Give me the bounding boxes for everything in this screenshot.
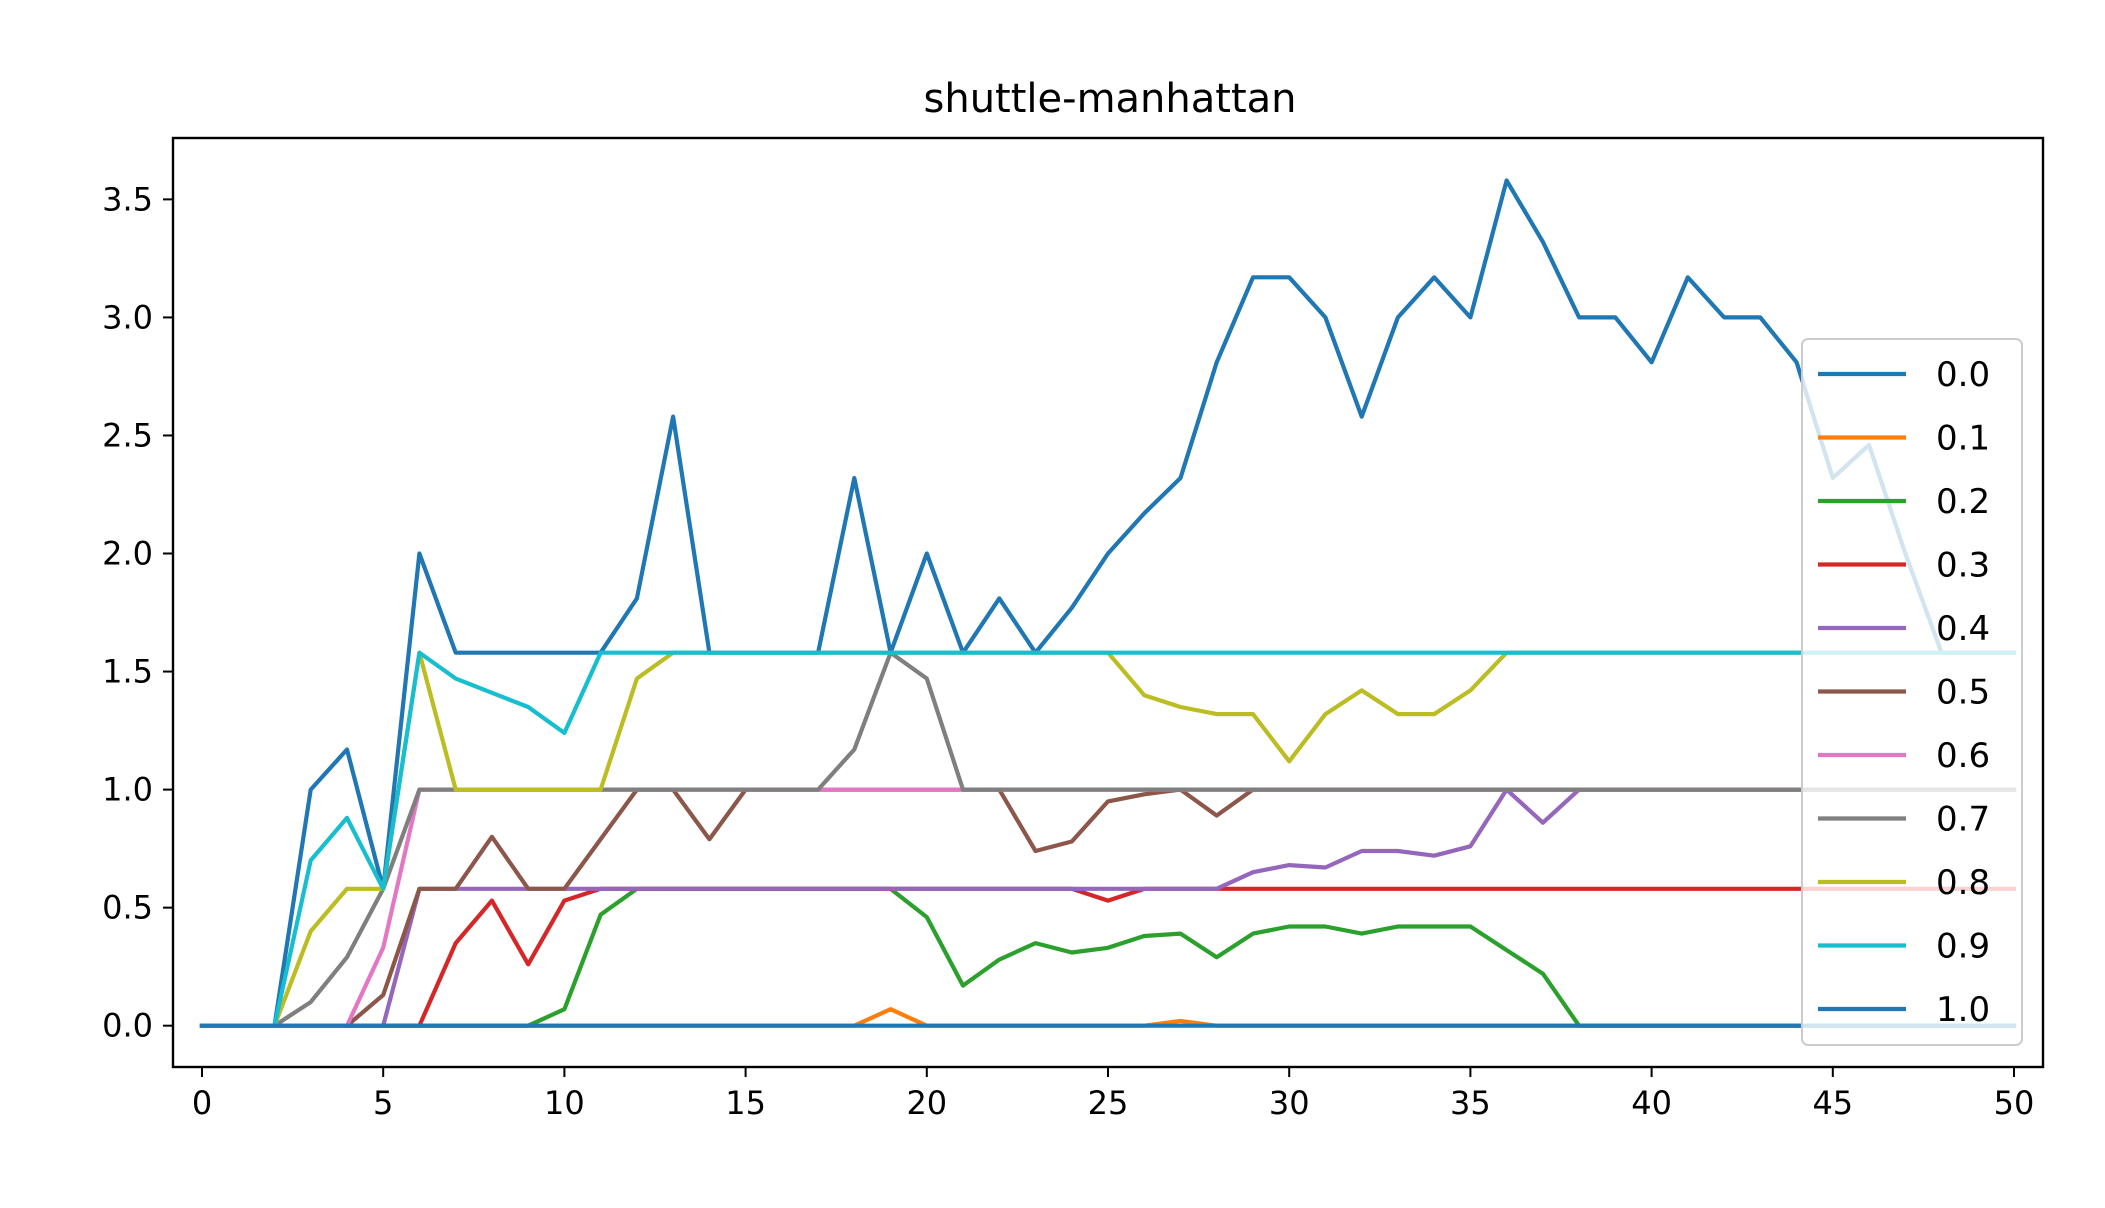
legend-label: 0.9 bbox=[1936, 927, 1990, 967]
legend: 0.0 0.1 0.2 0.3 0.4 0.5 0.6 0.7 0.8 0.9 1.0 bbox=[1801, 338, 2023, 1046]
x-tick-label: 0 bbox=[192, 1084, 212, 1122]
y-tick-label: 2.0 bbox=[102, 535, 153, 573]
series-line-0.9 bbox=[199, 650, 2017, 1028]
x-tick-label: 15 bbox=[725, 1084, 766, 1122]
series-layer bbox=[199, 178, 2017, 1028]
chart-title: shuttle-manhattan bbox=[924, 76, 1297, 122]
y-tick-label: 1.5 bbox=[102, 653, 153, 691]
legend-label: 0.0 bbox=[1936, 355, 1990, 395]
y-tick-label: 2.5 bbox=[102, 416, 153, 454]
legend-label: 1.0 bbox=[1936, 990, 1990, 1030]
y-tick-label: 3.0 bbox=[102, 298, 153, 336]
x-tick-label: 40 bbox=[1631, 1084, 1672, 1122]
x-tick-label: 25 bbox=[1088, 1084, 1129, 1122]
legend-label: 0.4 bbox=[1936, 609, 1990, 649]
x-tick-label: 10 bbox=[544, 1084, 585, 1122]
legend-label: 0.8 bbox=[1936, 863, 1990, 903]
y-tick-label: 3.5 bbox=[102, 180, 153, 218]
legend-label: 0.3 bbox=[1936, 546, 1990, 586]
legend-label: 0.1 bbox=[1936, 419, 1990, 459]
x-tick-label: 20 bbox=[906, 1084, 947, 1122]
y-axis: 0.0 0.5 1.0 1.5 2.0 2.5 3.0 3.5 bbox=[102, 180, 173, 1045]
x-axis: 0 5 10 15 20 25 30 35 40 45 50 bbox=[192, 1067, 2035, 1122]
x-tick-label: 5 bbox=[373, 1084, 393, 1122]
legend-label: 0.6 bbox=[1936, 736, 1990, 776]
legend-label: 0.5 bbox=[1936, 673, 1990, 713]
legend-label: 0.2 bbox=[1936, 482, 1990, 522]
x-tick-label: 50 bbox=[1994, 1084, 2035, 1122]
series-line-0.0 bbox=[199, 178, 2017, 1028]
y-tick-label: 0.5 bbox=[102, 889, 153, 927]
x-tick-label: 45 bbox=[1812, 1084, 1853, 1122]
y-tick-label: 1.0 bbox=[102, 771, 153, 809]
y-tick-label: 0.0 bbox=[102, 1007, 153, 1045]
series-line-0.3 bbox=[199, 886, 2017, 1028]
legend-box bbox=[1801, 338, 2023, 1046]
legend-label: 0.7 bbox=[1936, 800, 1990, 840]
x-tick-label: 35 bbox=[1450, 1084, 1491, 1122]
x-tick-label: 30 bbox=[1269, 1084, 1310, 1122]
